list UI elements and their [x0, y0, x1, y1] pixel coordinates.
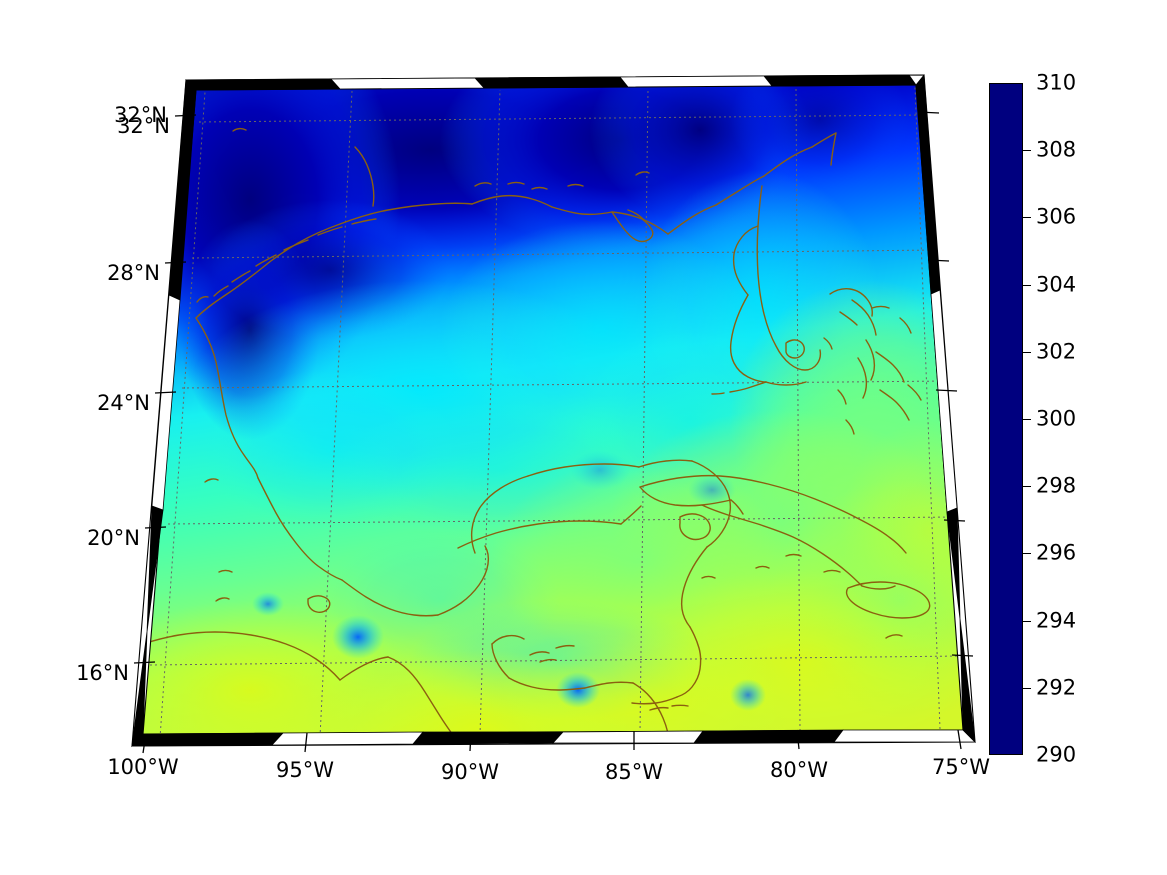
colorbar-tick-label: 304 [1036, 272, 1077, 297]
graticule [149, 85, 963, 734]
colorbar-tick [1023, 351, 1031, 353]
x-tick-95W: 95°W [276, 758, 334, 782]
colorbar-tick [1023, 419, 1031, 420]
colorbar-tick-label: 298 [1036, 473, 1077, 498]
y-tick-24N: 24°N [97, 391, 150, 415]
sst-field [143, 85, 963, 734]
colorbar-tick [1023, 553, 1031, 555]
axis-ticks [133, 111, 974, 754]
colorbar-tick [1023, 284, 1031, 286]
colorbar-tick [1023, 620, 1031, 622]
map-frame [131, 73, 976, 754]
colorbar-tick-label: 300 [1036, 406, 1077, 431]
colorbar-tick [1023, 217, 1031, 219]
x-tick-90W: 90°W [441, 760, 499, 784]
colorbar-tick-label: 296 [1036, 540, 1077, 565]
y-tick-28N: 28°N [107, 261, 160, 285]
colorbar-tick [1023, 687, 1031, 689]
colorbar-gradient [989, 83, 1023, 755]
colorbar-tick-label: 292 [1036, 675, 1077, 700]
colorbar-tick-label: 308 [1036, 137, 1077, 162]
colorbar: 290 292 294 296 298 300 302 304 306 308 310 [989, 72, 1076, 765]
colorbar-tick-label: 310 [1036, 70, 1077, 95]
x-tick-80W: 80°W [770, 758, 828, 782]
coastlines [143, 127, 931, 734]
colorbar-tick-label: 294 [1036, 608, 1077, 633]
colorbar-tick [1023, 150, 1031, 152]
x-tick-100W: 100°W [107, 755, 179, 779]
y-tick-20N: 20°N [87, 526, 140, 550]
y-tick-32N: 32°N [117, 114, 170, 138]
colorbar-tick [1023, 486, 1031, 488]
x-tick-75W: 75°W [932, 755, 990, 779]
colorbar-tick-label: 302 [1036, 339, 1077, 364]
colorbar-tick-label: 306 [1036, 204, 1077, 229]
x-tick-85W: 85°W [605, 760, 663, 784]
y-tick-16N: 16°N [76, 661, 129, 685]
colorbar-tick-label: 290 [1036, 742, 1077, 767]
